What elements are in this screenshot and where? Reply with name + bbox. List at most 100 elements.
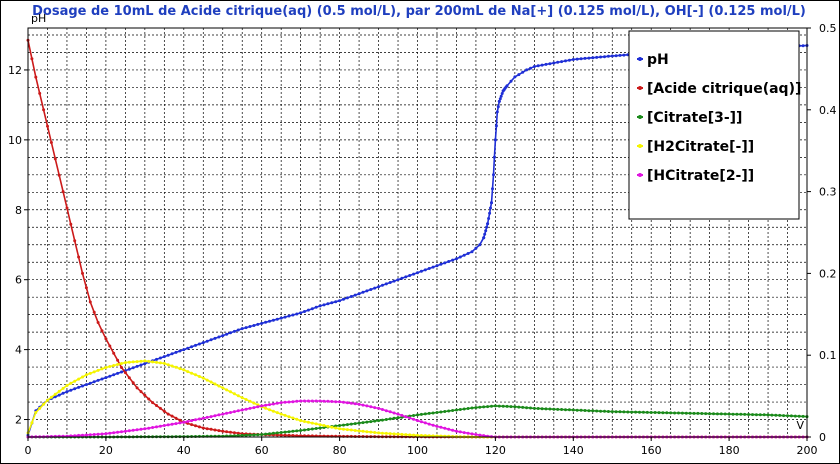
data-point [53,395,57,399]
data-point [727,412,731,416]
data-point [100,377,104,381]
data-point [466,252,470,255]
data-point [260,321,264,325]
data-point [264,432,268,436]
data-point [743,412,747,416]
data-point [369,405,373,409]
data-point [492,155,496,159]
data-point [314,422,318,426]
data-point [529,406,532,410]
data-point [104,376,108,380]
data-point [544,407,548,411]
data-point [108,365,112,368]
data-point [112,431,116,435]
data-point [116,363,120,366]
data-point [275,401,279,405]
data-point [626,410,630,414]
data-point [342,423,345,427]
data-point [77,377,81,381]
data-point [408,274,412,277]
data-point [295,399,299,403]
data-point [762,413,766,417]
data-point [139,390,143,394]
data-point [151,360,155,364]
data-point [205,427,209,431]
data-point [797,414,801,418]
x-tick-label: 140 [563,444,584,457]
data-point [349,428,353,432]
data-point [466,431,470,435]
data-point [166,363,170,367]
data-point [486,405,490,409]
data-point [801,44,805,48]
data-point [264,403,268,407]
x-tick-label: 200 [797,444,818,457]
data-point [197,417,201,421]
data-point [634,410,638,414]
data-point [338,299,342,303]
y2-tick-label: 0.3 [819,186,837,199]
data-point [155,425,158,429]
data-point [412,417,416,421]
data-point [279,433,283,437]
data-point [591,409,595,413]
data-point [731,412,735,416]
data-point [778,413,782,417]
data-point [708,412,712,416]
data-point [217,384,221,388]
legend-marker [638,86,642,90]
data-point [190,345,194,349]
data-point [314,427,318,430]
data-point [166,353,170,357]
data-point [279,412,283,416]
data-point [384,282,388,286]
data-point [268,403,271,407]
data-point [221,412,225,416]
data-point [232,410,236,414]
data-point [419,412,423,416]
data-point [275,411,279,415]
data-point [595,409,599,413]
data-point [669,411,673,415]
data-point [73,379,77,383]
data-point [564,408,567,412]
data-point [57,389,61,393]
legend-label: [H2Citrate[-]] [647,139,754,155]
data-point [186,420,190,423]
data-point [423,268,427,272]
data-point [665,411,669,415]
data-point [334,300,338,304]
data-point [735,412,739,416]
data-point [205,378,209,382]
data-point [151,426,155,429]
data-point [287,314,291,318]
data-point [291,400,295,404]
data-point [491,187,494,191]
data-point [416,433,419,437]
data-point [120,362,123,365]
data-point [108,431,112,435]
data-point [170,422,174,426]
data-point [357,421,361,425]
x-tick-label: 80 [333,444,347,457]
data-point [603,55,606,59]
data-point [552,407,556,411]
data-point [229,331,232,335]
data-point [53,392,57,396]
data-point [225,332,229,336]
data-point [190,371,194,375]
data-point [396,432,400,436]
x-tick-label: 120 [485,444,506,457]
data-point [65,384,69,387]
data-point [641,410,645,414]
data-point [482,236,486,240]
data-point [349,401,353,405]
data-point [774,413,778,417]
y2-tick-label: 0 [819,431,826,444]
data-point [377,419,381,423]
data-point [353,402,357,406]
data-point [248,399,252,403]
data-point [155,360,158,364]
data-point [579,57,583,61]
